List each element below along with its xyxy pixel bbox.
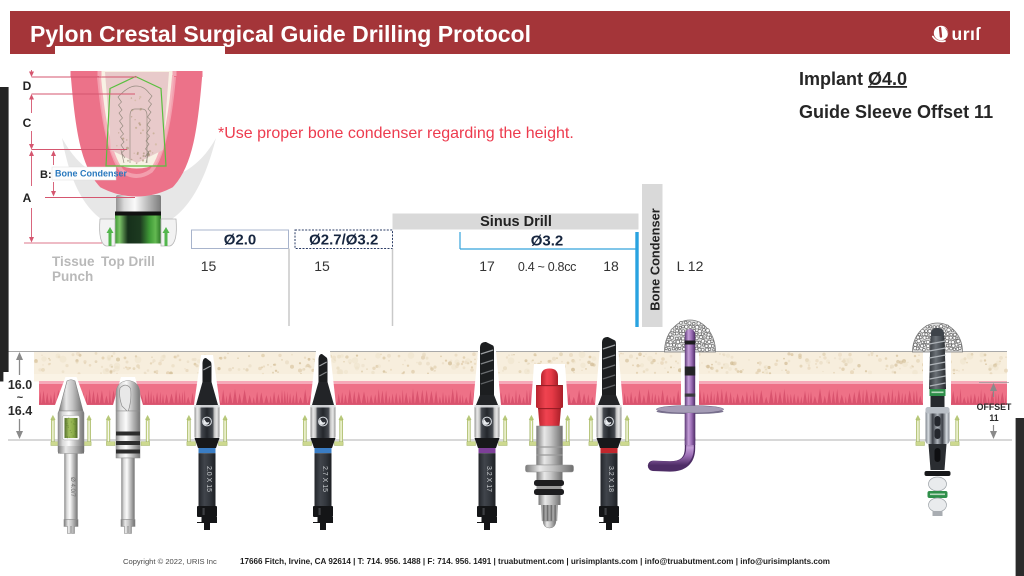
svg-text:Bone Condenser: Bone Condenser <box>648 208 663 310</box>
svg-text:15: 15 <box>314 258 330 274</box>
svg-text:Guide Sleeve Offset 11: Guide Sleeve Offset 11 <box>799 102 993 122</box>
svg-text:16.4: 16.4 <box>8 404 32 418</box>
svg-text:Top Drill: Top Drill <box>101 254 155 269</box>
svg-text:18: 18 <box>603 258 619 274</box>
svg-text:3.2 X 17: 3.2 X 17 <box>485 466 492 492</box>
svg-text:17666 Fitch, Irvine, CA 92614: 17666 Fitch, Irvine, CA 92614 | T: 714. … <box>240 557 830 566</box>
svg-text:Tissue: Tissue <box>52 254 95 269</box>
svg-text:B:: B: <box>40 169 52 181</box>
svg-text:A: A <box>23 191 32 205</box>
svg-text:D: D <box>23 79 32 93</box>
svg-text:3.2 X 18: 3.2 X 18 <box>607 466 614 492</box>
svg-text:Copyright © 2022, URIS Inc: Copyright © 2022, URIS Inc <box>123 557 217 566</box>
svg-text:2.0 X 15: 2.0 X 15 <box>205 466 212 492</box>
svg-text:2.7 X 15: 2.7 X 15 <box>321 466 328 492</box>
svg-text:~: ~ <box>17 392 24 404</box>
svg-text:urıſ: urıſ <box>952 24 982 44</box>
svg-text:16.0: 16.0 <box>8 378 32 392</box>
svg-text:L 12: L 12 <box>677 258 704 274</box>
svg-text:*Use proper bone condenser reg: *Use proper bone condenser regarding the… <box>218 125 574 142</box>
svg-text:15: 15 <box>201 258 217 274</box>
svg-text:17: 17 <box>479 258 495 274</box>
svg-text:Implant Ø4.0: Implant Ø4.0 <box>799 69 907 89</box>
svg-text:0.4 ~ 0.8cc: 0.4 ~ 0.8cc <box>518 260 576 274</box>
svg-text:Ø 4.0/7: Ø 4.0/7 <box>69 477 75 497</box>
svg-text:Pylon Crestal Surgical Guide D: Pylon Crestal Surgical Guide Drilling Pr… <box>30 21 531 47</box>
svg-text:C: C <box>23 116 32 130</box>
svg-text:11: 11 <box>989 413 998 423</box>
svg-text:Ø2.0: Ø2.0 <box>224 232 257 249</box>
svg-text:OFFSET: OFFSET <box>977 402 1012 412</box>
svg-text:Ø3.2: Ø3.2 <box>531 233 564 250</box>
svg-text:Ø2.7/Ø3.2: Ø2.7/Ø3.2 <box>309 232 378 249</box>
svg-text:Sinus Drill: Sinus Drill <box>480 214 552 230</box>
svg-text:Bone Condenser: Bone Condenser <box>55 169 128 179</box>
svg-text:Punch: Punch <box>52 269 93 284</box>
